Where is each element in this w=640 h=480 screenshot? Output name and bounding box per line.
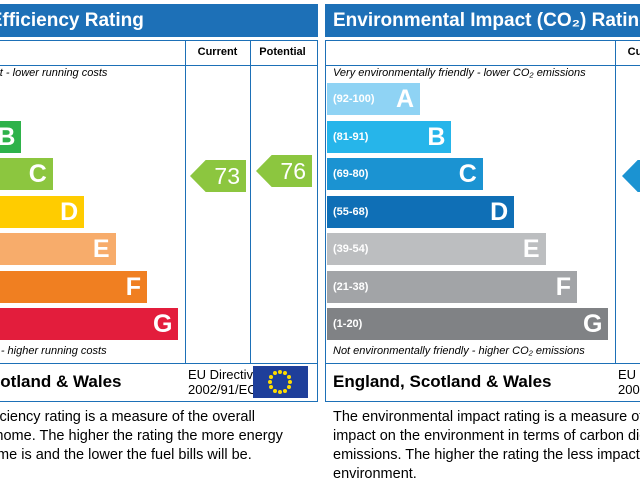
eu-directive: 2002/91/EC [188, 382, 257, 397]
band-letter: F [555, 272, 571, 301]
region: England, Scotland & Wales [0, 372, 122, 391]
band-letter: B [0, 122, 16, 151]
band-letter: G [582, 310, 603, 338]
flag-star [273, 371, 277, 376]
top-note: Very environmentally friendly - lower CO… [333, 67, 586, 79]
rating-band: (81-91) B [327, 120, 452, 153]
eu-directive: EU Directive [188, 367, 261, 382]
panel-frame [0, 40, 318, 402]
panel-frame [325, 40, 640, 402]
rating-band: (21-38) F [327, 270, 577, 303]
column-header: Current [197, 46, 238, 58]
flag-star [283, 388, 287, 393]
band-letter: C [458, 160, 477, 188]
header-divider [325, 65, 640, 66]
rating-band: (92-100) A [327, 83, 420, 115]
band-letter: D [60, 197, 79, 226]
rating-band: (39-54) E [327, 233, 546, 265]
column-divider [185, 40, 186, 363]
flag-star [273, 388, 277, 393]
rating-band: (1-20) G [327, 308, 609, 340]
column-divider [615, 40, 616, 363]
band-range: (39-54) [333, 243, 369, 255]
flag-star [286, 375, 291, 379]
column-divider [250, 40, 251, 363]
rating-band: G [0, 308, 179, 340]
rating-band: (69-80) C [327, 158, 483, 190]
column-header: Current [627, 46, 640, 58]
bottom-note: Not energy efficient - higher running co… [0, 345, 107, 357]
description: The environmental impact rating is a mea… [333, 409, 640, 480]
column-header: Potential [259, 46, 306, 58]
flag-star [286, 385, 291, 389]
band-range: (92-100) [333, 93, 375, 105]
rating-band: D [0, 195, 85, 228]
rating-panel: Environmental Impact (CO₂) Rating Current… [325, 0, 640, 480]
panel-title: Energy Efficiency Rating [0, 4, 318, 37]
band-letter: E [92, 235, 110, 263]
region: England, Scotland & Wales [333, 372, 552, 391]
flag-star [269, 375, 274, 379]
band-letter: F [125, 272, 141, 301]
flag-star [283, 371, 287, 376]
footer-divider [0, 363, 318, 364]
band-range: (21-38) [333, 280, 369, 293]
footer-divider [325, 363, 640, 364]
flag-star [288, 380, 292, 384]
panel-title: Environmental Impact (CO₂) Rating [325, 4, 640, 37]
rating-band: B [0, 120, 22, 153]
flag-star [278, 390, 282, 394]
band-letter: C [28, 160, 47, 188]
bottom-note: Not environmentally friendly - higher CO… [333, 345, 585, 357]
band-letter: B [427, 122, 446, 151]
band-range: (55-68) [333, 205, 369, 218]
rating-band: E [0, 233, 116, 265]
flag-star [268, 380, 272, 384]
header-divider [0, 65, 318, 66]
eu-directive: EU Directive [618, 367, 640, 382]
rating-panel: Energy Efficiency Rating Current Potential… [0, 0, 318, 480]
band-range: (81-91) [333, 130, 369, 143]
band-letter: D [490, 197, 509, 226]
rating-band: C [0, 158, 53, 190]
band-letter: G [152, 310, 173, 338]
rating-band: (55-68) D [327, 195, 515, 228]
rating-band: F [0, 270, 147, 303]
flag-star [278, 370, 282, 374]
top-note: Very energy efficient - lower running co… [0, 67, 108, 79]
description: The energy efficiency rating is a measur… [0, 409, 283, 463]
band-letter: A [395, 85, 414, 113]
eu-directive: 2002/91/EC [618, 382, 640, 397]
flag-star [269, 385, 274, 389]
band-letter: E [522, 235, 540, 263]
eu-flag [253, 366, 308, 398]
band-range: (1-20) [333, 318, 363, 330]
band-range: (69-80) [333, 168, 369, 180]
